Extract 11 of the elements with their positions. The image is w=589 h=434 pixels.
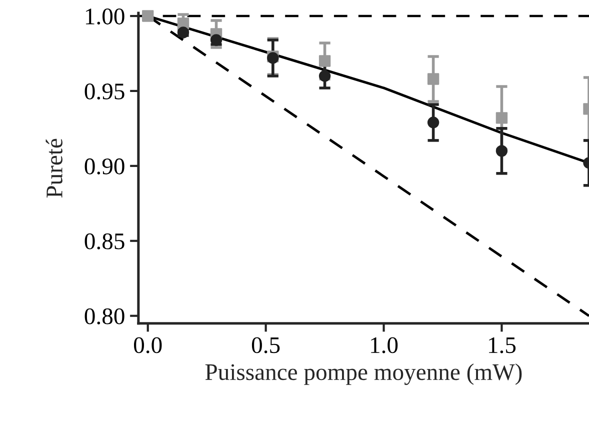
x-tick-label: 1.0 <box>371 337 398 354</box>
y-tick-label: 0.85 <box>84 233 124 250</box>
x-tick-label: 0.0 <box>134 337 162 354</box>
y-tick-label: 0.95 <box>84 83 124 100</box>
y-tick-label: 0.90 <box>84 158 124 174</box>
x-tick-label: 1.5 <box>489 337 516 354</box>
y-tick-label: 0.80 <box>84 308 124 324</box>
y-axis-title: Pureté <box>46 138 62 198</box>
y-tick-label: 1.00 <box>86 8 124 25</box>
x-axis-title: Puissance pompe moyenne (mW) <box>205 363 522 385</box>
x-tick-label: 0.5 <box>252 337 280 354</box>
